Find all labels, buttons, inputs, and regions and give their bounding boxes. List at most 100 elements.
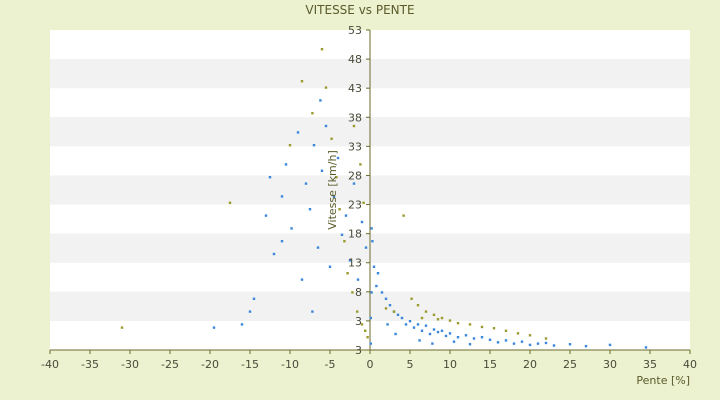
data-point (400, 316, 404, 320)
x-tick-label: 25 (563, 358, 577, 371)
data-point (280, 240, 284, 243)
data-point (504, 329, 508, 332)
y-tick-label: 48 (348, 53, 362, 66)
data-point (228, 201, 232, 204)
data-point (644, 346, 648, 349)
x-tick-label: -15 (241, 358, 259, 371)
data-point (528, 334, 532, 337)
y-tick-label: 8 (355, 286, 362, 299)
data-point (410, 297, 413, 300)
data-point (296, 131, 300, 134)
data-point (480, 336, 484, 339)
data-point (311, 310, 314, 313)
data-point (300, 80, 304, 83)
y-axis-title: Vitesse [km/h] (326, 150, 339, 230)
data-point (375, 284, 378, 288)
data-point (356, 278, 360, 281)
data-point (304, 182, 308, 185)
data-point (536, 342, 540, 345)
y-tick-label: 3 (355, 315, 362, 328)
data-point (343, 240, 346, 243)
data-point (312, 144, 316, 147)
data-point (284, 163, 288, 166)
y-tick-label: 53 (348, 24, 362, 37)
data-point (418, 339, 421, 342)
data-point (436, 318, 440, 321)
data-point (288, 144, 292, 147)
x-tick-label: -25 (161, 358, 179, 371)
data-point (584, 344, 588, 348)
data-point (544, 341, 548, 345)
data-point (332, 195, 336, 198)
y-tick-label: 43 (348, 82, 362, 95)
data-point (456, 336, 460, 339)
x-tick-label: -20 (201, 358, 219, 371)
data-point (362, 201, 365, 204)
data-point (424, 310, 428, 313)
data-point (376, 272, 380, 275)
y-tick-label: 18 (348, 228, 362, 241)
data-point (408, 320, 412, 323)
data-point (416, 304, 420, 307)
data-point (364, 329, 367, 332)
x-axis-tick-labels: -40 -35 -30 -25 -20 -15 -10 -5 0 5 10 15 20 25 30 35 40 (41, 350, 697, 371)
data-point (280, 195, 284, 198)
data-point (308, 208, 312, 211)
x-tick-label: -5 (325, 358, 336, 371)
data-point (338, 208, 341, 211)
data-point (371, 240, 374, 243)
x-tick-label: -30 (121, 358, 139, 371)
data-point (432, 313, 436, 316)
data-point (504, 339, 508, 342)
x-tick-label: 5 (407, 358, 414, 371)
data-point (352, 124, 356, 128)
data-point (290, 227, 293, 230)
x-tick-label: 35 (643, 358, 657, 371)
data-point (384, 297, 388, 300)
data-point (340, 233, 344, 236)
data-point (360, 220, 364, 224)
data-point (432, 328, 436, 331)
data-point (396, 313, 400, 316)
data-point (369, 316, 372, 320)
data-point (272, 252, 276, 256)
x-tick-label: -10 (281, 358, 299, 371)
x-tick-label: 0 (367, 358, 374, 371)
data-point (516, 332, 520, 335)
data-point (328, 265, 332, 268)
data-point (468, 343, 472, 346)
y-tick-label: 38 (348, 111, 362, 124)
y-tick-label: 13 (348, 257, 362, 270)
data-point (351, 291, 354, 294)
x-tick-label: 40 (683, 358, 697, 371)
data-point (472, 337, 476, 340)
data-point (370, 227, 373, 230)
x-tick-label: -35 (81, 358, 99, 371)
series-2 (120, 48, 548, 340)
data-point (316, 246, 320, 249)
data-point (488, 338, 492, 341)
data-point (252, 297, 256, 300)
x-axis-title: Pente [%] (636, 374, 690, 387)
data-point (336, 156, 340, 160)
x-tick-label: -40 (41, 358, 59, 371)
data-point (212, 326, 216, 329)
data-point (335, 176, 338, 179)
data-point (416, 323, 420, 326)
data-point (468, 323, 472, 326)
data-point (412, 326, 416, 329)
data-point (608, 343, 612, 347)
data-point (370, 291, 373, 294)
y-tick-label: 3 (355, 344, 362, 357)
data-point (311, 112, 314, 115)
data-point (496, 341, 500, 344)
x-tick-label: 15 (483, 358, 497, 371)
x-tick-label: 10 (443, 358, 457, 371)
data-point (428, 332, 432, 336)
data-point (528, 343, 532, 347)
data-point (344, 214, 348, 217)
data-point (359, 163, 362, 166)
